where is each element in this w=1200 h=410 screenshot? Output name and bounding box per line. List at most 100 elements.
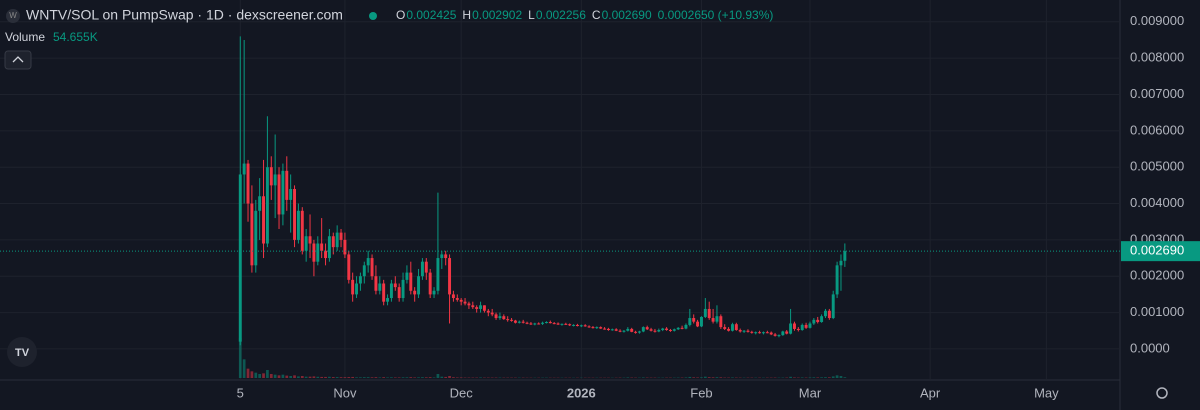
candle-body <box>506 319 510 321</box>
volume-title: Volume <box>5 30 45 44</box>
candle-body <box>742 330 746 332</box>
grid <box>0 0 1120 380</box>
volume-bar <box>359 377 362 378</box>
candle-body <box>560 323 564 325</box>
volume-bar <box>355 377 358 378</box>
candle-body <box>603 328 607 330</box>
candle-body <box>378 283 382 291</box>
candle-body <box>281 170 285 215</box>
volume-bar <box>316 376 320 378</box>
volume-bar <box>258 374 262 378</box>
candle-body <box>792 323 796 329</box>
candles <box>238 36 847 346</box>
volume-bar <box>820 377 823 378</box>
candle-body <box>789 323 793 334</box>
last-price-label: 0.002690 <box>1130 243 1184 258</box>
volume-bar <box>448 376 451 378</box>
volume-bar <box>824 377 827 378</box>
candle-body <box>479 305 483 309</box>
volume-bar <box>421 377 424 378</box>
candle-body <box>521 321 525 323</box>
candle-body <box>839 260 843 266</box>
volume-readout: 54.655K <box>53 30 98 44</box>
candle-body <box>657 330 661 332</box>
y-tick-label: 0.0000 <box>1130 340 1170 355</box>
candle-body <box>265 167 269 244</box>
collapse-button[interactable] <box>4 50 32 70</box>
candle-body <box>498 316 502 319</box>
candle-body <box>448 258 452 295</box>
volume-bar <box>424 377 428 378</box>
volume-bar <box>436 374 440 378</box>
volume-bar <box>320 376 324 378</box>
candle-body <box>277 174 281 215</box>
candle-body <box>300 210 304 251</box>
chart-title: WNTV/SOL on PumpSwap · 1D · dexscreener.… <box>26 7 343 23</box>
candle-body <box>440 254 444 259</box>
candle-body <box>637 331 641 333</box>
volume-bar <box>409 377 413 378</box>
candle-body <box>626 328 630 331</box>
y-tick-label: 0.006000 <box>1130 122 1184 137</box>
volume-bar <box>393 377 397 378</box>
volume-bar <box>413 377 417 378</box>
volume-bar <box>370 377 374 378</box>
x-tick-label: Apr <box>920 385 941 400</box>
candle-body <box>413 290 417 295</box>
candle-body <box>661 328 665 331</box>
candle-body <box>525 322 529 324</box>
candle-body <box>273 174 277 186</box>
volume-bar <box>308 376 312 378</box>
volume-bar <box>269 374 273 378</box>
candle-body <box>758 332 762 334</box>
candle-body <box>382 283 386 302</box>
candle-body <box>254 210 258 266</box>
candle-body <box>339 232 343 240</box>
candle-body <box>370 258 374 277</box>
volume-bar <box>312 376 316 378</box>
volume-bar <box>700 377 703 378</box>
volume-bar <box>397 377 401 378</box>
candle-body <box>769 332 773 335</box>
y-tick-label: 0.005000 <box>1130 159 1184 174</box>
volume-bar <box>386 377 389 378</box>
y-tick-label: 0.001000 <box>1130 304 1184 319</box>
candle-body <box>393 283 397 288</box>
candle-body <box>595 327 599 329</box>
volume-bar <box>831 376 835 378</box>
candle-body <box>587 326 591 328</box>
candle-body <box>397 287 401 299</box>
candle-body <box>494 314 498 319</box>
candle-body <box>610 329 614 331</box>
candle-body <box>653 330 657 332</box>
candle-body <box>541 322 545 324</box>
candle-body <box>238 174 242 342</box>
volume-bars <box>238 338 847 378</box>
readout-value: 0.002902 <box>472 8 522 22</box>
y-tick-label: 0.007000 <box>1130 86 1184 101</box>
candle-body <box>331 236 335 248</box>
volume-bar <box>273 374 277 378</box>
volume-bar <box>444 376 448 378</box>
readout-value: 0.002256 <box>536 8 586 22</box>
volume-bar <box>626 377 630 378</box>
candle-body <box>552 323 556 325</box>
candle-body <box>746 330 750 332</box>
candle-body <box>451 294 455 299</box>
volume-bar <box>843 377 847 378</box>
token-icon-letter: W <box>9 11 17 20</box>
candle-body <box>455 298 459 300</box>
token-icon <box>6 9 20 23</box>
candle-body <box>316 243 320 262</box>
volume-bar <box>362 377 366 378</box>
candle-body <box>351 279 355 295</box>
candle-body <box>289 189 293 200</box>
candle-body <box>777 335 781 337</box>
candle-body <box>696 321 700 327</box>
settings-icon[interactable] <box>1156 387 1168 399</box>
candle-body <box>471 305 475 308</box>
candle-body <box>680 327 684 329</box>
candle-body <box>335 232 339 248</box>
volume-bar <box>800 377 804 378</box>
